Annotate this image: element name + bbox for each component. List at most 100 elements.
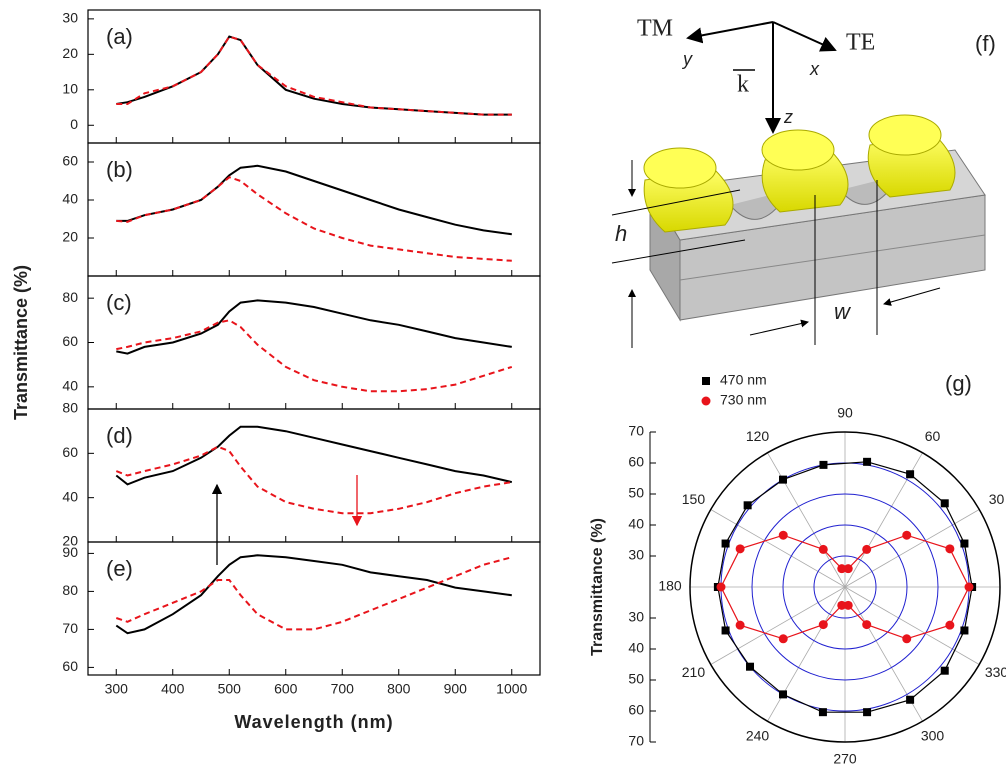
y-tick-label: 80 [62, 289, 78, 305]
y-tick-label: 20 [62, 229, 78, 245]
panel-label: (b) [106, 157, 133, 182]
angle-tick-label: 180 [658, 578, 682, 594]
y-tick-label: 30 [62, 10, 78, 26]
angle-tick-label: 240 [746, 728, 770, 744]
x-tick-label: 300 [105, 681, 129, 697]
data-point [862, 620, 872, 630]
x-axis-title: Wavelength (nm) [234, 712, 393, 732]
r-tick-label: 30 [628, 609, 644, 625]
data-point [960, 539, 969, 548]
data-point [837, 600, 847, 610]
r-tick-label: 40 [628, 640, 644, 656]
data-point [862, 544, 872, 554]
data-point [863, 708, 872, 717]
data-point [778, 634, 788, 644]
radial-grid-line [710, 586, 846, 665]
w-label: w [834, 299, 852, 324]
data-line [115, 445, 512, 515]
plot-frame [87, 275, 541, 410]
data-point [735, 544, 745, 554]
y-tick-label: 80 [62, 582, 78, 598]
y-tick-label: 60 [62, 444, 78, 460]
data-line [116, 35, 512, 116]
y-axis-title: Transmittance (%) [11, 265, 31, 420]
y-tick-label: 10 [62, 81, 78, 97]
tm-label: TM [637, 16, 673, 42]
r-tick-label: 40 [628, 516, 644, 532]
data-point [819, 460, 828, 469]
angle-tick-label: 60 [925, 428, 941, 444]
data-point [716, 582, 726, 592]
r-tick-label: 50 [628, 671, 644, 687]
x-tick-label: 600 [274, 681, 298, 697]
z-axis-label: z [783, 107, 793, 127]
angle-tick-label: 270 [833, 751, 857, 767]
legend-marker [701, 396, 711, 406]
data-point [863, 457, 872, 466]
r-tick-label: 70 [628, 733, 644, 749]
radial-grid-line [844, 586, 980, 665]
radial-grid-circle [751, 493, 939, 681]
y-tick-label: 60 [62, 153, 78, 169]
x-tick-label: 800 [387, 681, 411, 697]
angle-tick-label: 300 [921, 728, 945, 744]
y-tick-label: 20 [62, 533, 78, 549]
x-tick-label: 1000 [496, 681, 527, 697]
data-point [735, 620, 745, 630]
k-label: k [737, 72, 749, 98]
r-tick-label: 60 [628, 454, 644, 470]
radial-grid-line [710, 509, 846, 588]
y-tick-label: 40 [62, 488, 78, 504]
r-tick-label: 50 [628, 485, 644, 501]
panel-label: (d) [106, 423, 133, 448]
data-point [818, 620, 828, 630]
angle-tick-label: 150 [682, 491, 706, 507]
y-tick-label: 40 [62, 191, 78, 207]
plot-frame [87, 541, 541, 676]
angle-tick-label: 330 [985, 664, 1006, 680]
plot-frame [87, 9, 541, 144]
y-tick-label: 0 [70, 116, 78, 132]
data-point [743, 501, 752, 510]
te-label: TE [846, 30, 875, 56]
panel-label: (g) [945, 371, 972, 396]
h-label: h [615, 221, 627, 246]
data-point [779, 690, 787, 699]
r-tick-label: 70 [628, 423, 644, 439]
angle-tick-label: 120 [746, 428, 770, 444]
angle-tick-label: 30 [989, 491, 1005, 507]
x-tick-label: 700 [331, 681, 355, 697]
data-line [116, 35, 512, 116]
data-line [115, 425, 513, 486]
radial-grid-line [844, 509, 980, 588]
data-point [940, 499, 949, 508]
data-point [721, 539, 730, 548]
y-tick-label: 20 [62, 45, 78, 61]
data-point [906, 695, 915, 704]
radial-grid-circle [689, 431, 1001, 743]
data-point [940, 666, 949, 675]
data-point [818, 544, 828, 554]
data-point [721, 626, 730, 635]
y-axis-title: Transmittance (%) [589, 518, 606, 656]
y-tick-label: 70 [62, 620, 78, 636]
data-point [818, 708, 827, 717]
panel-label: (e) [106, 556, 133, 581]
radial-grid-circle [813, 555, 877, 619]
data-point [837, 564, 847, 574]
data-line [116, 176, 512, 262]
x-tick-label: 400 [161, 681, 185, 697]
radial-grid-circle [782, 524, 908, 650]
y-tick-label: 80 [62, 400, 78, 416]
angle-tick-label: 210 [682, 664, 706, 680]
panel-label: (c) [106, 290, 132, 315]
data-point [902, 634, 912, 644]
legend-label: 470 nm [720, 372, 767, 388]
panel-label: (f) [975, 31, 996, 56]
data-point [843, 564, 853, 574]
panel-label: (a) [106, 24, 133, 49]
x-axis-label: x [809, 59, 820, 79]
data-point [746, 662, 755, 671]
x-tick-label: 900 [444, 681, 468, 697]
